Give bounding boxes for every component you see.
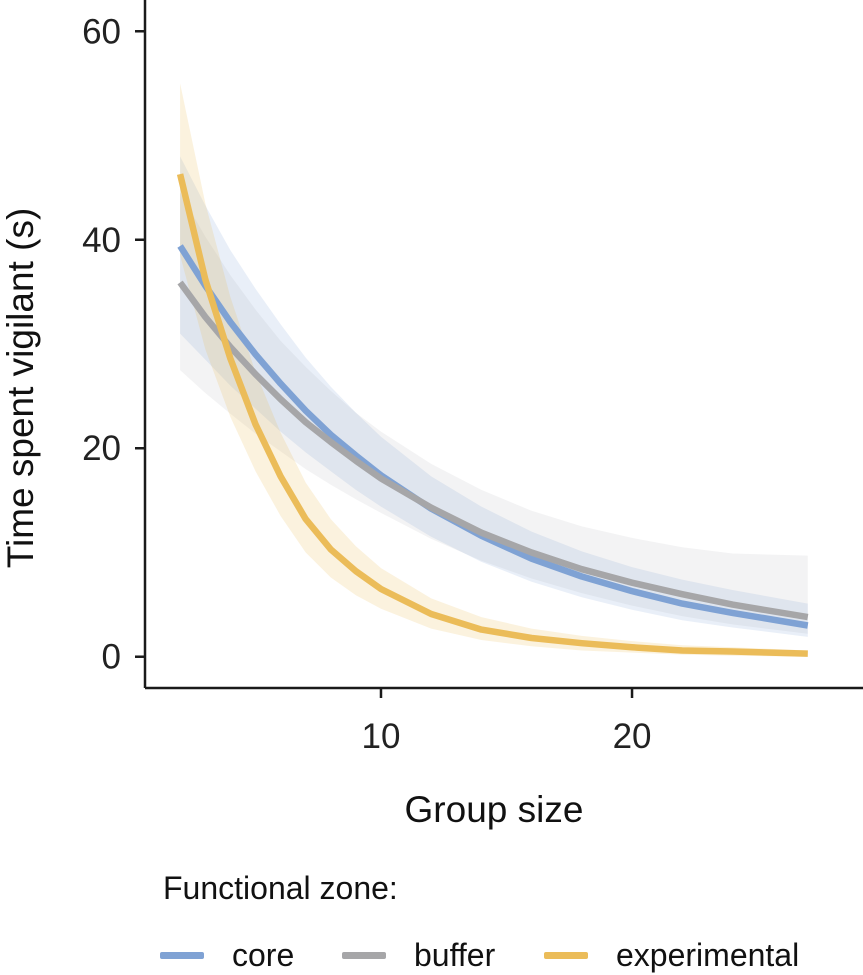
axes bbox=[143, 0, 863, 690]
band-buffer bbox=[180, 192, 808, 634]
confidence-bands bbox=[180, 83, 808, 657]
y-tick-label-60: 60 bbox=[82, 12, 121, 51]
x-tick-label-10: 10 bbox=[362, 717, 401, 756]
y-tick-label-0: 0 bbox=[102, 638, 121, 677]
y-tick-label-20: 20 bbox=[82, 429, 121, 468]
line-experimental bbox=[176, 173, 808, 657]
legend-label-core: core bbox=[232, 936, 295, 973]
legend-title: Functional zone: bbox=[163, 870, 398, 906]
legend-item-core: core bbox=[160, 935, 294, 975]
legend-swatch-experimental bbox=[544, 951, 588, 959]
x-axis-title: Group size bbox=[405, 789, 584, 830]
tick-marks: 0 20 40 60 10 20 bbox=[82, 12, 651, 756]
y-axis-title: Time spent vigilant (s) bbox=[0, 208, 41, 569]
legend-swatch-core bbox=[160, 951, 204, 959]
legend-swatch-buffer bbox=[342, 951, 386, 959]
legend-label-experimental: experimental bbox=[616, 936, 800, 973]
y-tick-label-40: 40 bbox=[82, 221, 121, 260]
series-lines bbox=[176, 173, 809, 657]
line-buffer bbox=[177, 280, 809, 621]
legend-label-buffer: buffer bbox=[414, 936, 496, 973]
x-tick-label-20: 20 bbox=[613, 717, 652, 756]
legend-item-experimental: experimental bbox=[544, 935, 799, 975]
legend-item-buffer: buffer bbox=[342, 935, 495, 975]
